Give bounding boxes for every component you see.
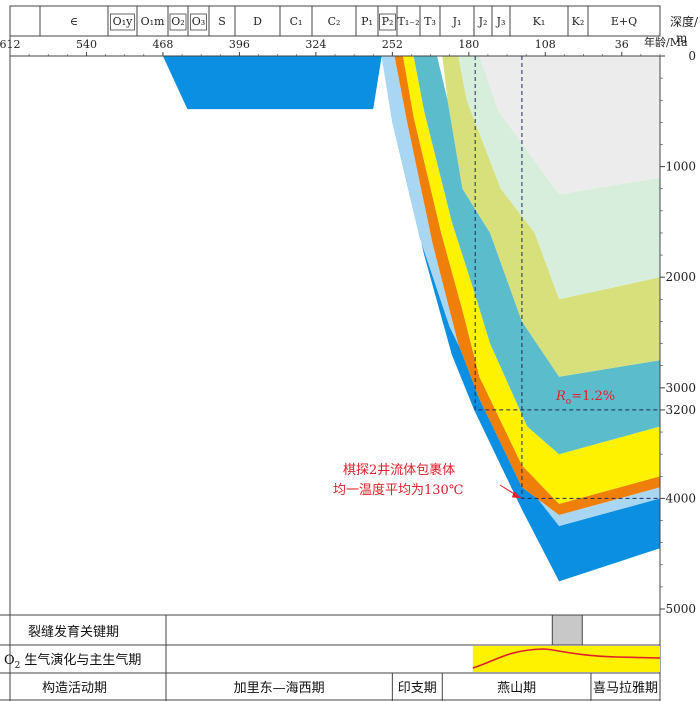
x-axis-label: 年龄/Ma [644,35,688,49]
x-tick-label: 36 [615,38,629,51]
strata-label: T₁₋₂ [398,15,420,28]
reference-lines [474,56,660,499]
x-tick-label: 540 [76,38,97,51]
burial-layer-6 [442,56,660,377]
strata-label-box [190,13,207,31]
inclusion-annotation-line1: 棋探2井流体包裹体 [343,463,455,478]
y-tick-label: 0 [688,49,696,63]
burial-layers [162,56,660,582]
tectonic-period-label: 喜马拉雅期 [593,681,658,696]
strata-label: J₂ [478,15,488,28]
annotation-arrowhead [511,491,522,499]
tectonic-period-label: 印支期 [398,681,437,696]
y-tick-label: 2000 [665,270,696,284]
strata-label: C₁ [290,15,303,28]
strata-label-box [379,13,396,31]
fracture-period-bar [551,614,583,646]
y-tick-label: 3000 [665,381,696,395]
strata-label: J₁ [452,15,462,28]
strata-label: P₁ [361,15,373,28]
burial-layer-7 [458,56,660,300]
x-tick-label: 468 [152,38,173,51]
strata-label: J₃ [496,15,506,28]
burial-layer-base [162,56,382,110]
strata-label: P₂ [382,15,394,28]
y-tick-label: 1000 [665,160,696,174]
x-tick-label: 324 [305,38,326,51]
x-tick-label: 612 [0,38,21,51]
x-tick-label: 252 [382,38,403,51]
strata-label-box [110,13,135,31]
burial-layer-3 [394,56,660,515]
strata-label: K₁ [533,15,546,28]
ro-annotation: Ro=1.2% [555,389,615,407]
strata-label: K₂ [572,15,585,28]
strata-label: S [218,15,226,28]
tectonic-period-label: 加里东—海西期 [234,681,325,696]
burial-layer-1 [162,56,660,582]
row-label-tectonic: 构造活动期 [42,681,107,696]
strata-label: C₂ [328,15,341,28]
strata-label: O₃ [192,15,205,28]
strata-header: ∈ O₁y O₁m O₂ O₃ S D C₁ C₂ P₁ P₂ T₁₋₂ T₃ J₁ J₂ J₃ K₁ K₂ E+Q [9,5,661,37]
burial-layer-5 [413,56,660,455]
strata-label: T₃ [424,15,436,28]
gas-generation-curve [472,648,661,669]
y-axis-label-unit: m [676,31,688,45]
strata-label: O₁y [113,15,133,28]
burial-layer-8 [479,56,660,195]
strata-label-box [169,13,187,31]
strata-label: D [253,15,262,28]
y-tick-label: 5000 [665,602,696,616]
ro-reference-line [474,56,660,411]
y-axis-label-top: 深度/ [670,14,699,29]
strata-label: E+Q [611,15,637,28]
strata-header-box [9,5,661,37]
y-tick-label: 3200 [665,403,696,417]
row-label-fracture: 裂缝发育关键期 [28,624,119,640]
strata-label: ∈ [70,15,78,28]
strata-label: O₂ [171,15,184,28]
strata-label: O₁m [141,15,165,28]
axes: 612 540 468 396 324 252 180 108 36 0 1000 2000 3000 3… [0,36,696,701]
gas-window-fill [472,646,660,672]
x-tick-label: 108 [535,38,556,51]
y-tick-label: 4000 [665,491,696,505]
burial-layer-4 [403,56,660,504]
inclusion-annotation-line2: 均一温度平均为130℃ [333,482,463,498]
row-label-gas: O2 生气演化与主生气期 [4,652,141,671]
x-tick-label: 180 [458,38,479,51]
tectonic-period-label: 燕山期 [497,681,536,696]
x-tick-label: 396 [229,38,250,51]
